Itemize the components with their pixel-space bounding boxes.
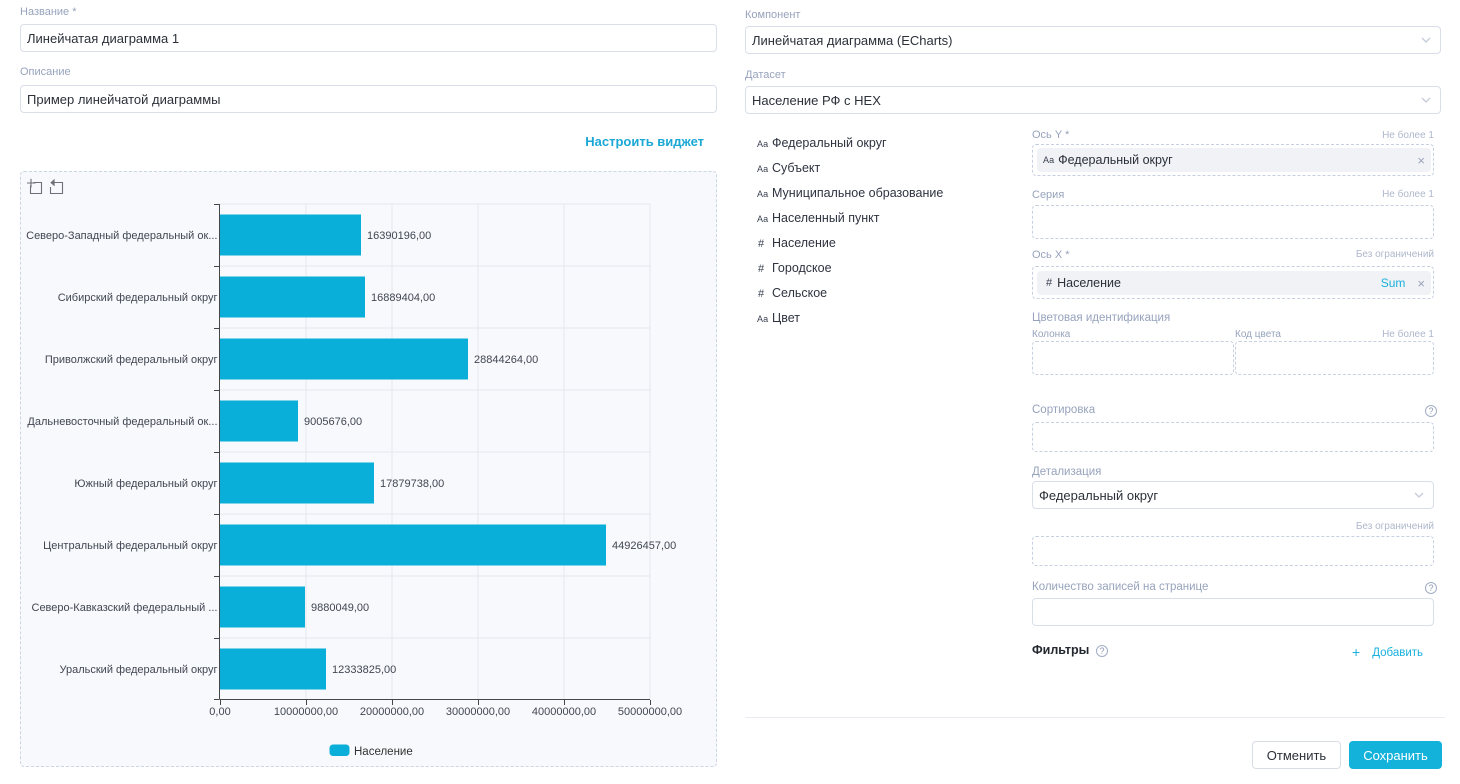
svg-text:16889404,00: 16889404,00 xyxy=(371,292,435,304)
svg-text:17879738,00: 17879738,00 xyxy=(380,478,444,490)
svg-text:44926457,00: 44926457,00 xyxy=(612,540,676,552)
svg-text:Центральный федеральный округ: Центральный федеральный округ xyxy=(43,540,217,552)
svg-text:50000000,00: 50000000,00 xyxy=(618,706,682,718)
svg-text:Дальневосточный федеральный ок: Дальневосточный федеральный ок... xyxy=(27,416,217,428)
svg-text:Население: Население xyxy=(354,746,413,758)
svg-text:30000000,00: 30000000,00 xyxy=(446,706,510,718)
svg-text:9005676,00: 9005676,00 xyxy=(304,416,362,428)
svg-text:28844264,00: 28844264,00 xyxy=(474,354,538,366)
svg-text:Южный федеральный округ: Южный федеральный округ xyxy=(74,478,217,490)
svg-text:10000000,00: 10000000,00 xyxy=(274,706,338,718)
svg-text:0,00: 0,00 xyxy=(209,706,230,718)
svg-text:9880049,00: 9880049,00 xyxy=(311,602,369,614)
svg-text:Сибирский федеральный округ: Сибирский федеральный округ xyxy=(58,292,218,304)
svg-text:40000000,00: 40000000,00 xyxy=(532,706,596,718)
svg-text:12333825,00: 12333825,00 xyxy=(332,664,396,676)
svg-text:Уральский федеральный округ: Уральский федеральный округ xyxy=(59,664,217,676)
svg-text:16390196,00: 16390196,00 xyxy=(367,230,431,242)
svg-text:20000000,00: 20000000,00 xyxy=(360,706,424,718)
svg-text:Северо-Кавказский федеральный: Северо-Кавказский федеральный ... xyxy=(32,602,218,614)
svg-text:Приволжский федеральный округ: Приволжский федеральный округ xyxy=(45,354,218,366)
svg-text:Северо-Западный федеральный ок: Северо-Западный федеральный ок... xyxy=(26,230,217,242)
